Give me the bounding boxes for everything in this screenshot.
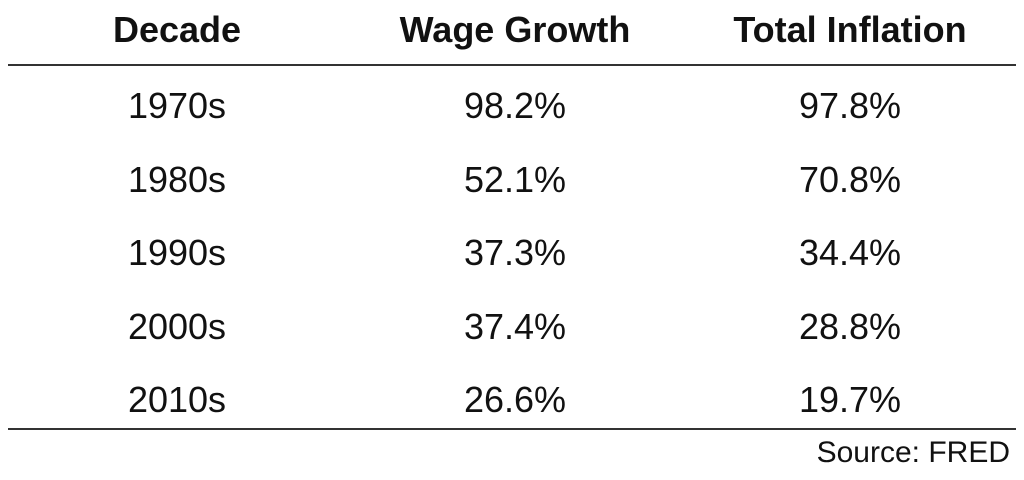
decade-cell: 1990s (127, 232, 227, 273)
decade-cell: 1980s (127, 158, 227, 200)
wage-growth-cell: 52.1% (463, 158, 567, 200)
source-note: Source: FRED (816, 436, 1010, 469)
total-inflation-cell: 19.7% (798, 379, 902, 420)
column-header-wage-growth: Wage Growth (399, 9, 631, 50)
wage-growth-cell: 37.3% (463, 232, 567, 273)
total-inflation-cell: 70.8% (798, 158, 902, 200)
decade-cell: 2010s (127, 379, 227, 420)
total-inflation-cell: 97.8% (798, 85, 902, 126)
footer-divider (8, 428, 1016, 430)
decade-cell: 1970s (127, 85, 227, 126)
decade-cell: 2000s (127, 305, 227, 347)
total-inflation-cell: 34.4% (798, 232, 902, 273)
total-inflation-cell: 28.8% (798, 305, 902, 347)
wage-growth-cell: 37.4% (463, 305, 567, 347)
column-header-total-inflation: Total Inflation (733, 9, 967, 50)
wage-growth-cell: 26.6% (463, 379, 567, 420)
wage-growth-cell: 98.2% (463, 85, 567, 126)
header-divider (8, 64, 1016, 66)
column-header-decade: Decade (112, 9, 242, 50)
